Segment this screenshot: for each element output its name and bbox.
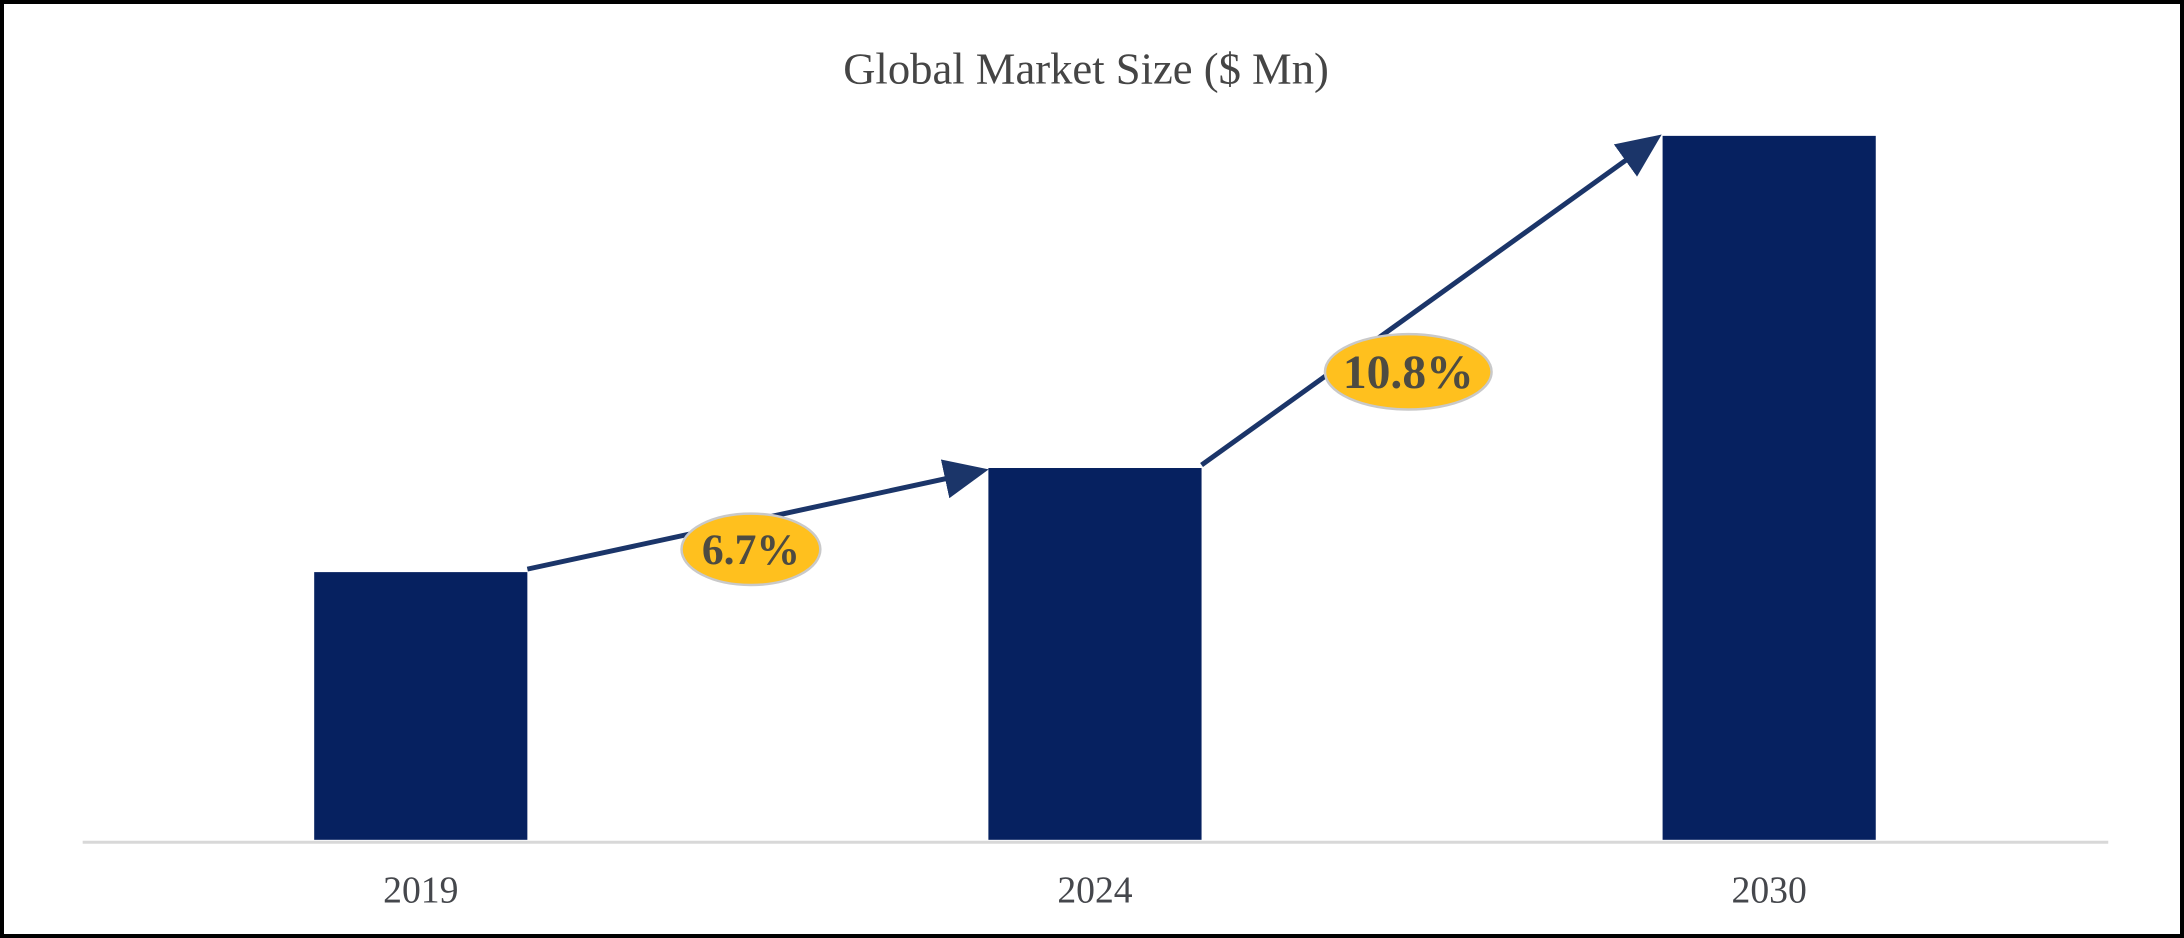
growth-arrow-2024-2030 [1200,134,1662,468]
growth-badge-ellipse [1323,332,1493,411]
growth-badge-label: 10.8% [1343,347,1474,399]
x-tick-labels-group: 2019 2024 2030 [383,869,1807,911]
x-tick-label-2019: 2019 [383,869,458,911]
chart-title: Global Market Size ($ Mn) [843,43,1329,93]
x-tick-label-2024: 2024 [1057,869,1132,911]
bar-2030 [1662,135,1876,840]
growth-labels-group: 6.7% 10.8% [680,332,1493,587]
growth-badge-10.8%: 10.8% [1323,332,1493,411]
growth-badge-ellipse [680,512,822,587]
growth-badge-label: 6.7% [702,526,800,574]
bar-2019 [314,572,528,840]
bars-group [314,135,1876,840]
growth-badge-6.7%: 6.7% [680,512,822,587]
x-tick-label-2030: 2030 [1732,869,1807,911]
bar-2024 [988,468,1202,840]
chart-canvas: Global Market Size ($ Mn) 6.7% 10.8% 2019… [82,43,2109,911]
